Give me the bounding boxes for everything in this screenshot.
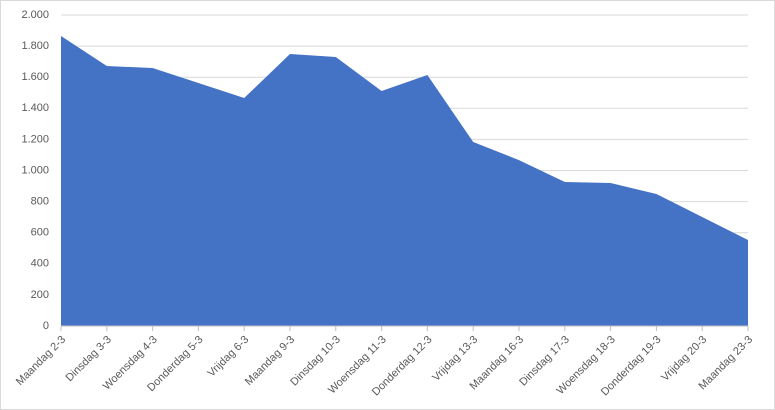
y-tick-label: 600 [31, 227, 49, 239]
y-tick-label: 2.000 [21, 9, 49, 21]
y-tick-label: 1.400 [21, 102, 49, 114]
y-tick-label: 1.200 [21, 133, 49, 145]
y-tick-label: 200 [31, 289, 49, 301]
y-tick-label: 1.000 [21, 164, 49, 176]
y-tick-label: 1.600 [21, 71, 49, 83]
y-tick-label: 400 [31, 258, 49, 270]
y-tick-label: 1.800 [21, 40, 49, 52]
y-tick-label: 0 [43, 320, 49, 332]
y-tick-label: 800 [31, 196, 49, 208]
area [61, 35, 748, 327]
